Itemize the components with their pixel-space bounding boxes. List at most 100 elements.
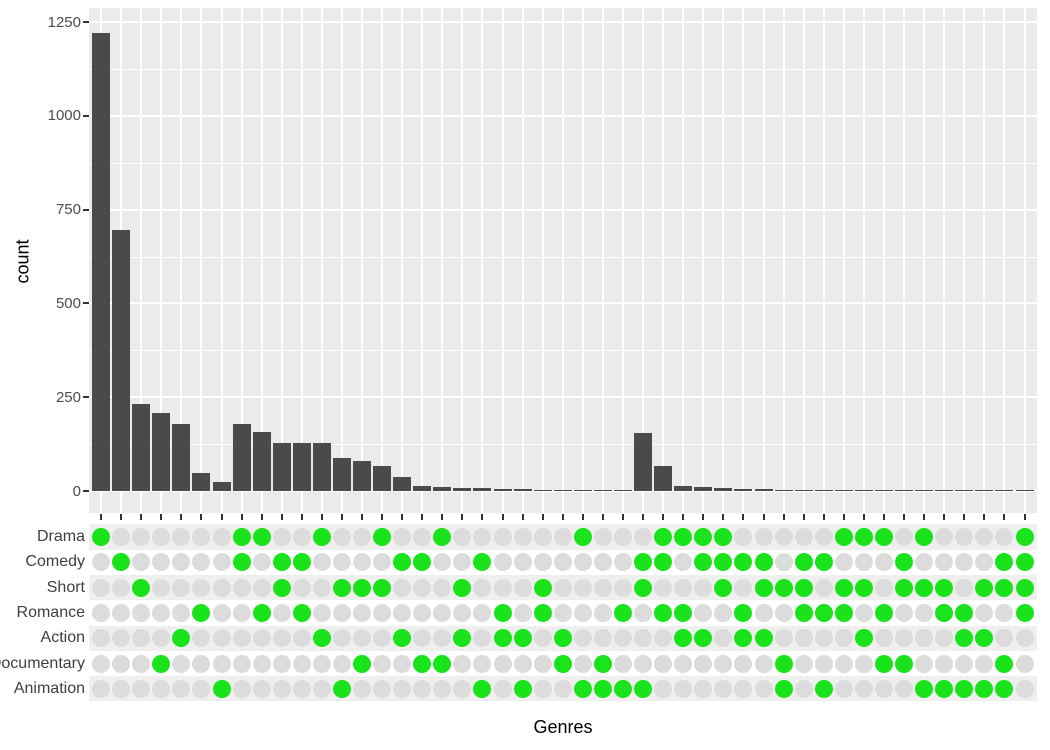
matrix-dot-inactive — [794, 629, 813, 648]
matrix-dot-active — [212, 679, 231, 698]
intersection-bar — [734, 489, 753, 491]
matrix-dot-inactive — [734, 528, 753, 546]
matrix-dot-inactive — [854, 553, 873, 572]
matrix-dot-inactive — [895, 528, 914, 546]
matrix-dot-inactive — [854, 679, 873, 698]
gridline-horizontal-minor — [89, 350, 1037, 352]
gridline-vertical — [561, 8, 564, 513]
matrix-dot-inactive — [192, 578, 211, 597]
matrix-dot-active — [874, 654, 893, 673]
matrix-dot-active — [794, 578, 813, 597]
matrix-dot-inactive — [413, 629, 432, 648]
matrix-dot-inactive — [593, 578, 612, 597]
matrix-dot-active — [995, 578, 1014, 597]
intersection-bar — [1015, 489, 1034, 491]
intersection-bar — [252, 432, 271, 491]
intersection-bar — [694, 487, 713, 491]
matrix-dot-inactive — [393, 679, 412, 698]
matrix-dot-inactive — [172, 603, 191, 622]
intersection-bar — [292, 442, 311, 491]
matrix-dot-inactive — [634, 654, 653, 673]
intersection-bar — [413, 486, 432, 491]
x-tick — [461, 514, 464, 520]
matrix-dot-inactive — [734, 679, 753, 698]
intersection-bar — [895, 489, 914, 491]
matrix-dot-active — [754, 553, 773, 572]
matrix-dot-inactive — [513, 578, 532, 597]
matrix-dot-inactive — [413, 679, 432, 698]
matrix-dot-active — [312, 528, 331, 546]
x-tick — [862, 514, 865, 520]
matrix-dot-inactive — [674, 578, 693, 597]
matrix-dot-inactive — [473, 629, 492, 648]
matrix-dot-active — [854, 578, 873, 597]
gridline-vertical — [160, 8, 163, 513]
intersection-bar — [754, 489, 773, 491]
matrix-dot-inactive — [433, 578, 452, 597]
gridline-vertical — [481, 8, 484, 513]
matrix-dot-inactive — [473, 578, 492, 597]
matrix-dot-active — [433, 654, 452, 673]
matrix-dot-active — [232, 553, 251, 572]
matrix-dot-inactive — [252, 629, 271, 648]
intersection-bar — [533, 489, 552, 491]
matrix-dot-inactive — [553, 528, 572, 546]
matrix-dot-inactive — [172, 654, 191, 673]
matrix-dot-inactive — [895, 603, 914, 622]
x-tick — [822, 514, 825, 520]
matrix-dot-inactive — [493, 578, 512, 597]
matrix-dot-inactive — [152, 578, 171, 597]
matrix-dot-inactive — [152, 629, 171, 648]
gridline-vertical — [180, 8, 183, 513]
matrix-dot-inactive — [373, 679, 392, 698]
matrix-dot-inactive — [614, 553, 632, 572]
intersection-bar — [192, 473, 211, 491]
gridline-vertical — [581, 8, 584, 513]
intersection-bar — [353, 460, 372, 491]
matrix-dot-inactive — [232, 629, 251, 648]
matrix-dot-active — [714, 578, 733, 597]
matrix-dot-active — [1015, 603, 1034, 622]
matrix-dot-inactive — [975, 603, 994, 622]
intersection-bar — [674, 486, 693, 491]
matrix-dot-active — [854, 629, 873, 648]
matrix-dot-inactive — [292, 629, 311, 648]
y-tick — [83, 396, 89, 399]
row-label: Romance — [16, 603, 85, 621]
x-tick — [421, 514, 424, 520]
bar-chart-panel — [89, 8, 1037, 513]
matrix-dot-active — [573, 528, 592, 546]
matrix-dot-inactive — [593, 553, 612, 572]
matrix-dot-inactive — [433, 553, 452, 572]
matrix-dot-active — [513, 629, 532, 648]
matrix-dot-inactive — [332, 629, 351, 648]
y-tick — [83, 490, 89, 492]
matrix-dot-inactive — [935, 629, 954, 648]
matrix-dot-active — [453, 578, 472, 597]
matrix-dot-inactive — [112, 603, 131, 622]
gridline-vertical — [280, 8, 283, 513]
matrix-dot-active — [332, 679, 351, 698]
gridline-vertical — [401, 8, 404, 513]
intersection-bar — [433, 486, 452, 491]
matrix-dot-inactive — [272, 629, 291, 648]
matrix-dot-inactive — [874, 629, 893, 648]
matrix-dot-active — [232, 528, 251, 546]
x-tick — [100, 514, 103, 520]
gridline-vertical — [963, 8, 966, 513]
gridline-vertical — [381, 8, 384, 513]
matrix-dot-inactive — [312, 654, 331, 673]
gridline-horizontal-minor — [89, 256, 1037, 258]
matrix-dot-active — [533, 578, 552, 597]
matrix-dot-inactive — [212, 629, 231, 648]
row-label: Documentary — [0, 654, 85, 672]
gridline-vertical — [762, 8, 765, 513]
matrix-dot-inactive — [332, 528, 351, 546]
matrix-dot-active — [895, 578, 914, 597]
matrix-dot-inactive — [152, 603, 171, 622]
matrix-dot-inactive — [272, 528, 291, 546]
intersection-bar — [975, 489, 994, 491]
gridline-vertical — [521, 8, 524, 513]
matrix-dot-inactive — [112, 679, 131, 698]
matrix-dot-active — [654, 528, 673, 546]
